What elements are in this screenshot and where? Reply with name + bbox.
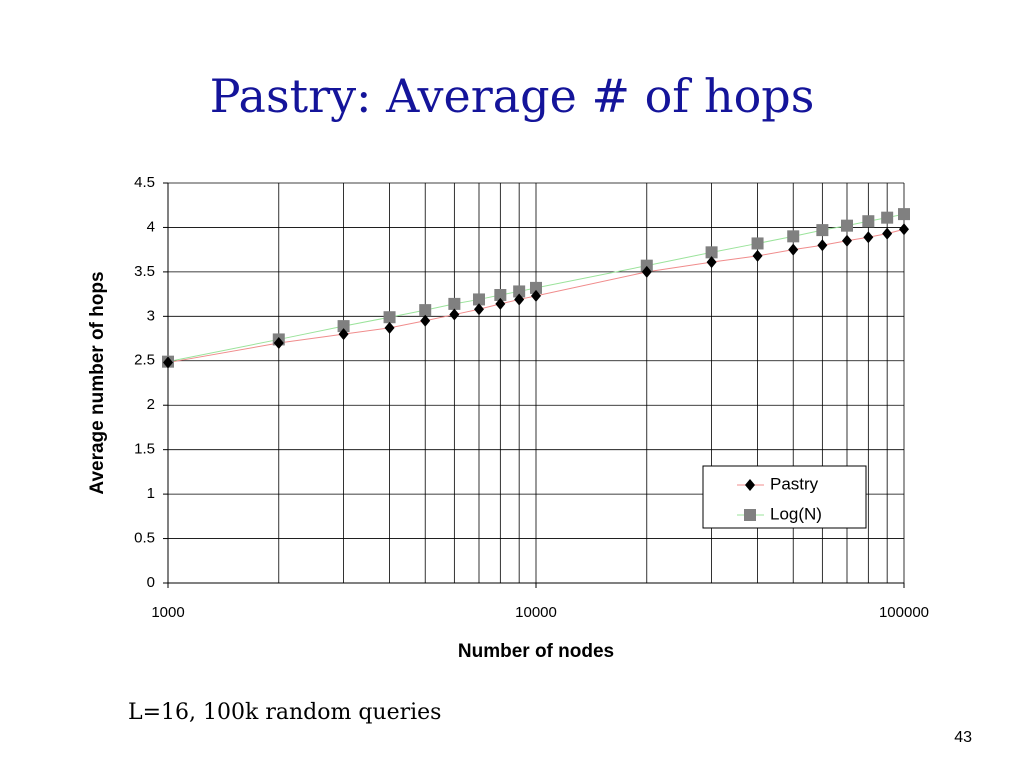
marker bbox=[706, 256, 717, 269]
marker bbox=[338, 328, 349, 341]
marker bbox=[862, 215, 875, 228]
marker bbox=[788, 243, 799, 256]
x-tick-label: 100000 bbox=[879, 604, 929, 621]
marker bbox=[273, 337, 284, 349]
legend-label: Log(N) bbox=[770, 504, 822, 523]
page-number: 43 bbox=[954, 729, 972, 746]
marker bbox=[531, 289, 541, 302]
marker bbox=[840, 219, 853, 232]
marker bbox=[514, 293, 525, 306]
y-tick-label: 0 bbox=[147, 574, 155, 591]
marker bbox=[530, 281, 542, 294]
marker bbox=[383, 311, 396, 324]
marker bbox=[841, 234, 852, 247]
marker bbox=[337, 320, 350, 333]
marker bbox=[495, 297, 506, 310]
marker bbox=[787, 230, 800, 243]
marker bbox=[816, 224, 829, 237]
y-tick-label: 4.5 bbox=[134, 174, 155, 191]
marker bbox=[419, 304, 432, 317]
x-tick-label: 1000 bbox=[151, 604, 184, 621]
y-tick-label: 2.5 bbox=[134, 352, 155, 369]
x-tick-label: 10000 bbox=[515, 604, 557, 621]
slide-title: Pastry: Average # of hops bbox=[210, 69, 815, 123]
marker bbox=[881, 211, 894, 224]
y-axis-title: Average number of hops bbox=[87, 271, 108, 494]
marker bbox=[641, 265, 652, 278]
y-tick-label: 3.5 bbox=[134, 263, 155, 280]
y-tick-label: 1.5 bbox=[134, 441, 155, 458]
marker bbox=[705, 246, 718, 259]
legend-label: Pastry bbox=[770, 474, 819, 493]
marker bbox=[744, 509, 756, 521]
marker bbox=[898, 208, 910, 221]
marker bbox=[494, 289, 507, 301]
marker bbox=[817, 239, 828, 252]
marker bbox=[449, 308, 460, 321]
marker bbox=[882, 227, 893, 240]
marker bbox=[752, 249, 763, 262]
y-tick-label: 1 bbox=[147, 485, 155, 502]
marker bbox=[384, 321, 395, 334]
y-tick-label: 2 bbox=[147, 396, 155, 413]
marker bbox=[473, 303, 484, 316]
marker bbox=[448, 297, 461, 310]
marker bbox=[163, 356, 173, 369]
marker bbox=[640, 259, 653, 272]
marker bbox=[745, 479, 755, 491]
marker bbox=[472, 293, 485, 306]
marker bbox=[899, 223, 909, 236]
y-tick-label: 3 bbox=[147, 307, 155, 324]
footnote: L=16, 100k random queries bbox=[128, 700, 441, 725]
marker bbox=[863, 231, 874, 244]
marker bbox=[751, 237, 764, 250]
y-tick-label: 0.5 bbox=[134, 530, 155, 547]
legend-box bbox=[702, 465, 867, 529]
y-tick-label: 4 bbox=[147, 218, 155, 235]
x-axis-title: Number of nodes bbox=[458, 641, 614, 662]
legend: Pastry Log(N) bbox=[702, 465, 867, 529]
marker bbox=[420, 314, 431, 327]
marker bbox=[513, 285, 526, 298]
